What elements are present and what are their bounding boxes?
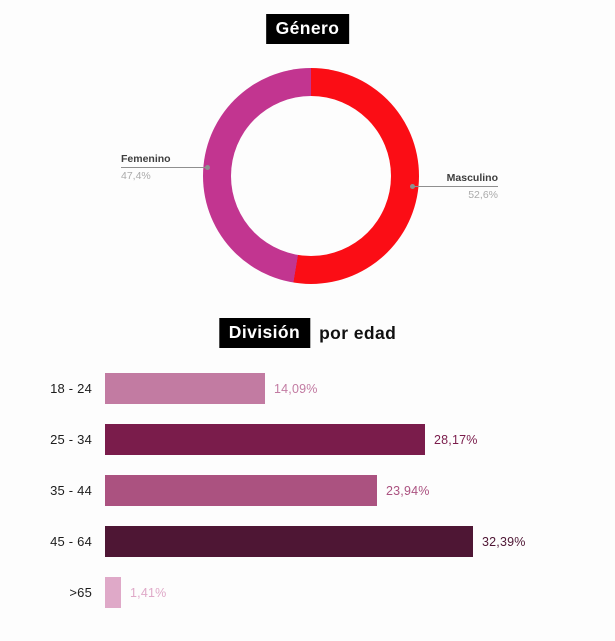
bar-fill: [105, 373, 265, 404]
age-title-highlight: División: [218, 318, 311, 348]
bar-row: >65 1,41%: [0, 577, 615, 608]
femenino-annotation: Femenino 47,4%: [121, 153, 210, 183]
age-bar-chart: 18 - 24 14,09% 25 - 34 28,17% 35 - 44 23…: [0, 373, 615, 628]
bar-value: 28,17%: [434, 432, 478, 447]
gender-title-text: Género: [265, 14, 350, 44]
bar-value: 32,39%: [482, 534, 526, 549]
femenino-leader-dot: [205, 165, 210, 170]
bar-category-label: 25 - 34: [50, 432, 92, 447]
age-title-rest: por edad: [319, 322, 397, 343]
gender-donut-hole: [231, 96, 391, 256]
bar-row: 18 - 24 14,09%: [0, 373, 615, 404]
bar-fill: [105, 475, 377, 506]
masculino-label: Masculino: [413, 172, 498, 187]
bar-row: 45 - 64 32,39%: [0, 526, 615, 557]
bar-category-label: 18 - 24: [50, 381, 92, 396]
femenino-label: Femenino: [121, 153, 207, 168]
bar-row: 25 - 34 28,17%: [0, 424, 615, 455]
masculino-annotation: Masculino 52,6%: [410, 172, 498, 202]
bar-value: 14,09%: [274, 381, 318, 396]
age-chart-title: División por edad: [218, 318, 397, 348]
bar-category-label: 35 - 44: [50, 483, 92, 498]
masculino-leader-dot: [410, 184, 415, 189]
gender-chart-title: Género: [265, 14, 350, 44]
bar-fill: [105, 577, 121, 608]
bar-value: 1,41%: [130, 585, 167, 600]
bar-category-label: >65: [69, 585, 92, 600]
bar-value: 23,94%: [386, 483, 430, 498]
bar-fill: [105, 526, 473, 557]
masculino-percent: 52,6%: [468, 189, 498, 201]
bar-row: 35 - 44 23,94%: [0, 475, 615, 506]
bar-category-label: 45 - 64: [50, 534, 92, 549]
femenino-percent: 47,4%: [121, 170, 151, 182]
gender-donut-chart: [203, 68, 419, 284]
bar-fill: [105, 424, 425, 455]
